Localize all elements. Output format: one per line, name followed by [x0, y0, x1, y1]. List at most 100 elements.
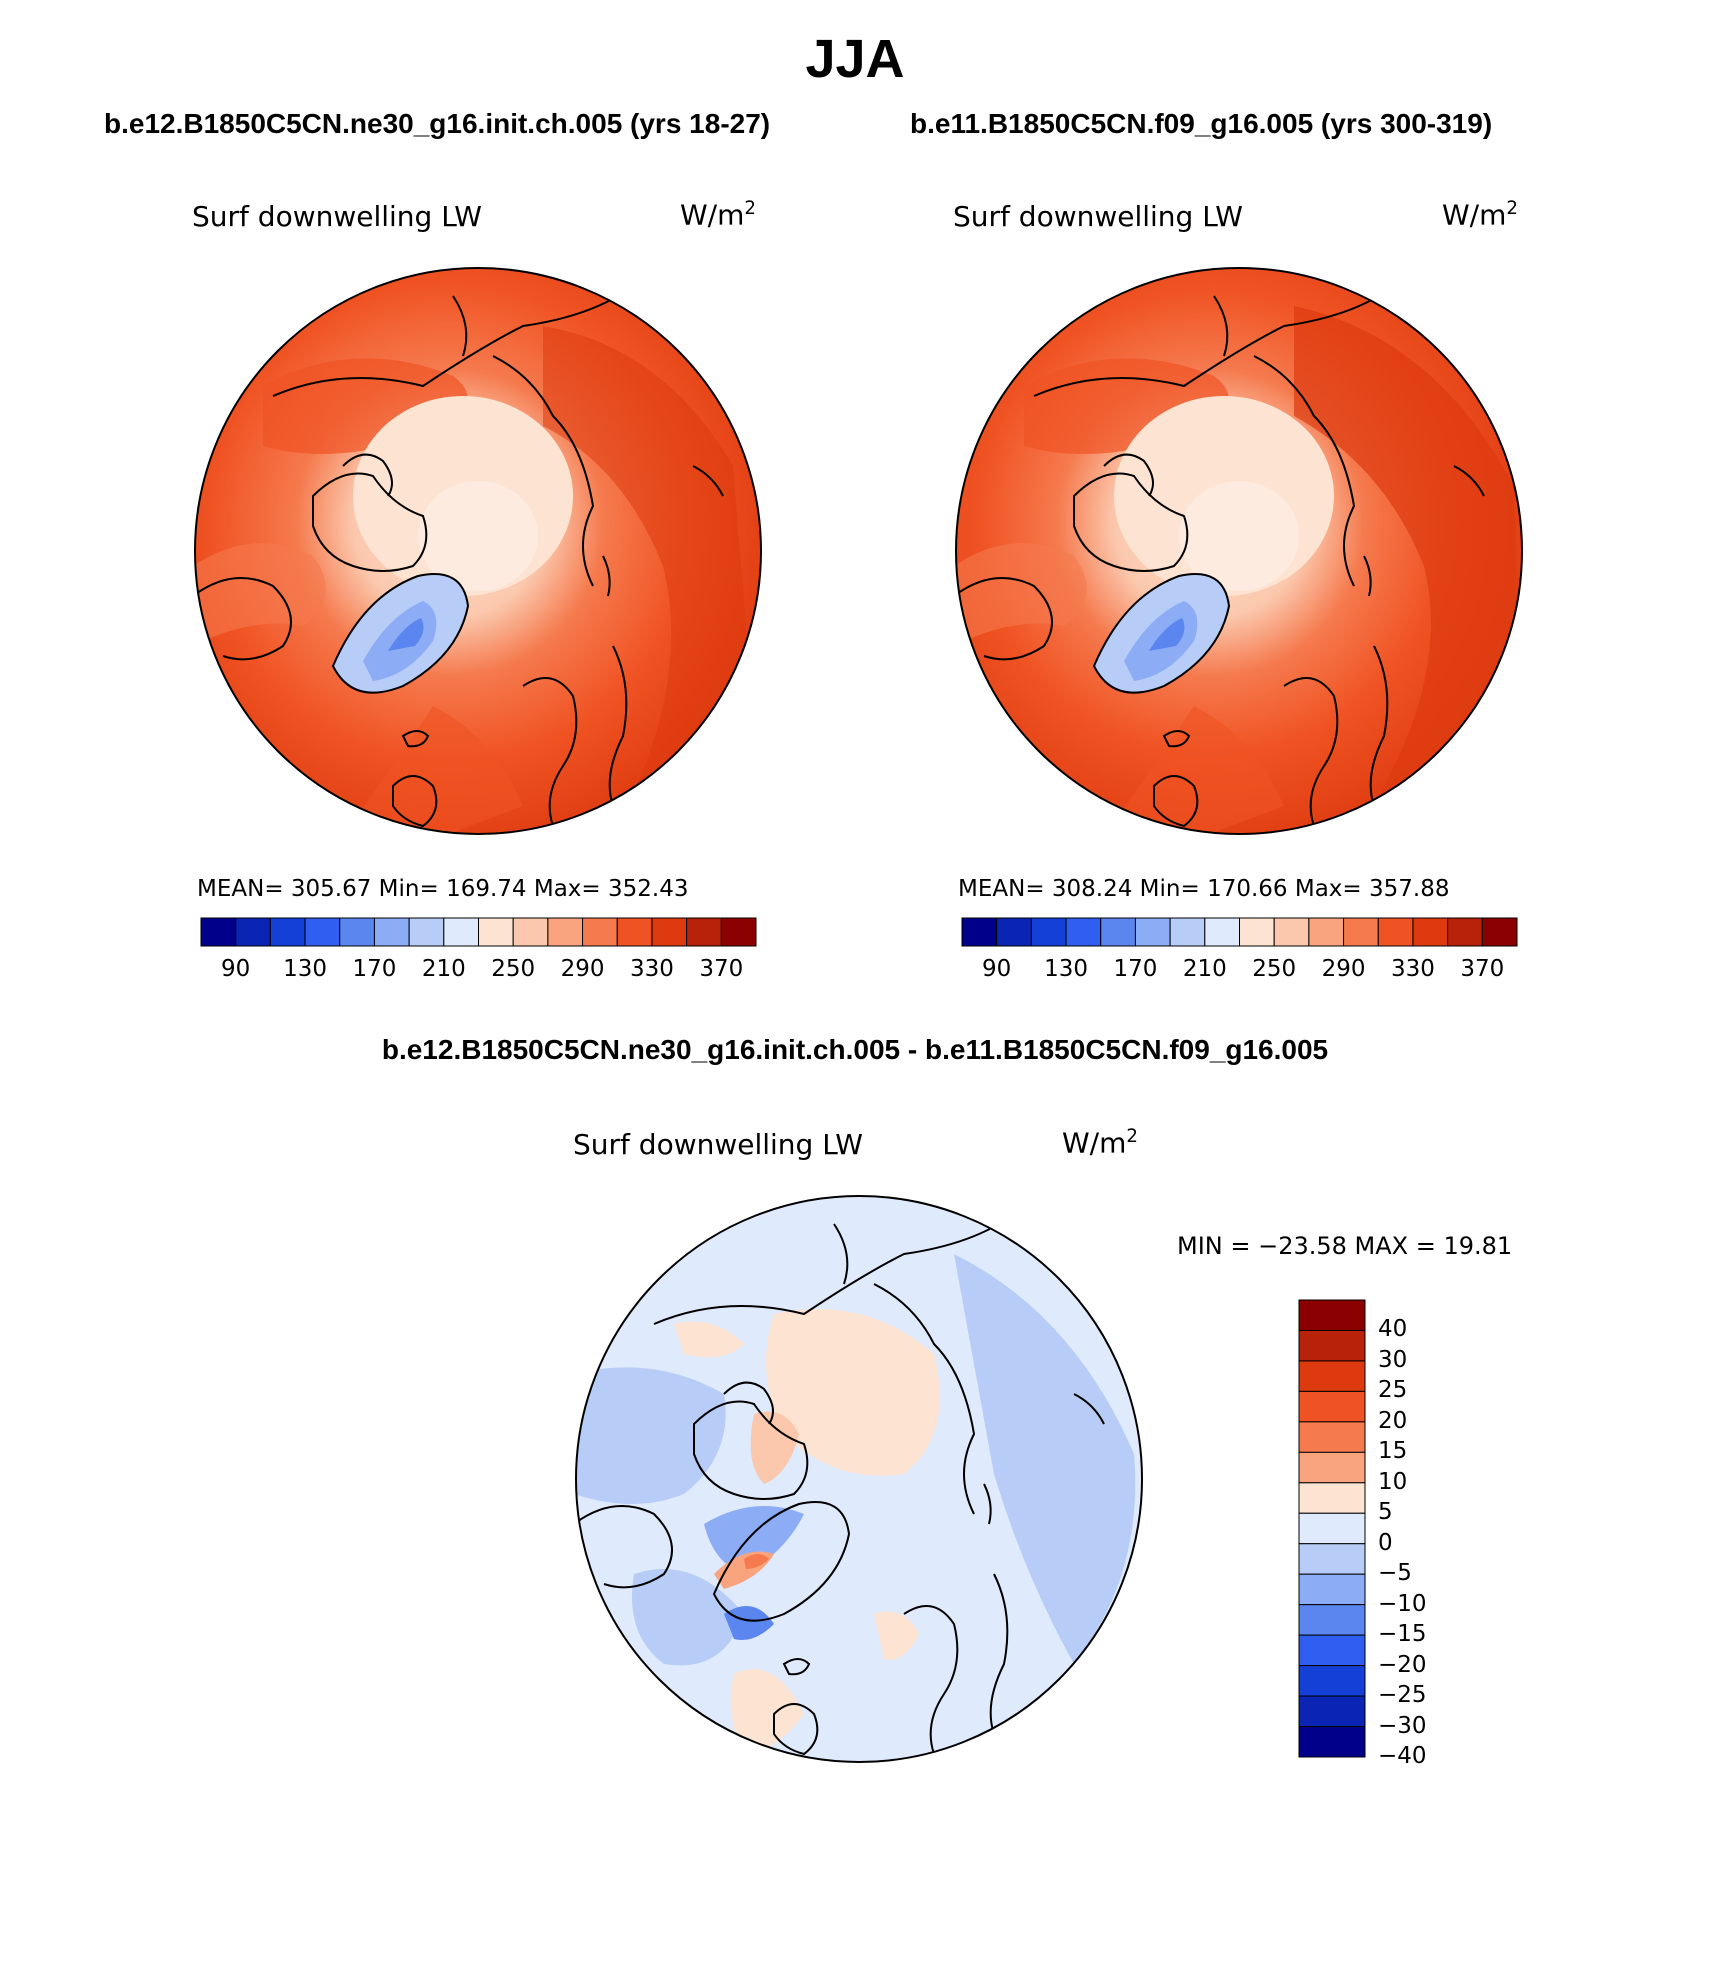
panel-2-colorbar-box [1204, 917, 1240, 947]
panel-1-colorbar-box [686, 917, 722, 947]
panel-2-colorbar-tick-label: 90 [982, 956, 1012, 982]
panel-2-colorbar-box [1100, 917, 1136, 947]
diff-colorbar-tick-label: 5 [1378, 1499, 1393, 1526]
panel-1-colorbar-box [512, 917, 549, 947]
panel-2-colorbar-box [1308, 917, 1345, 947]
panel-2-colorbar-box [1169, 917, 1206, 947]
diff-variable-label: Surf downwelling LW [573, 1128, 863, 1161]
panel-1-colorbar-box [616, 917, 653, 947]
panel-2-colorbar-box [1273, 917, 1310, 947]
panel-2-stats: MEAN= 308.24 Min= 170.66 Max= 357.88 [958, 876, 1450, 902]
diff-colorbar-box [1298, 1695, 1366, 1728]
difference-title: b.e12.B1850C5CN.ne30_g16.init.ch.005 - b… [381, 1034, 1329, 1065]
panel-2-colorbar-box [1481, 917, 1518, 947]
panel-1-colorbar [200, 917, 757, 947]
panel-1-colorbar-tick-label: 290 [560, 956, 605, 982]
panel-1-colorbar-tick-label: 370 [699, 956, 744, 982]
panel-1-colorbar-box [478, 917, 514, 947]
panel-2-colorbar-tick-label: 370 [1460, 956, 1505, 982]
panel-1-colorbar-box [651, 917, 688, 947]
diff-colorbar-tick-label: 20 [1378, 1407, 1408, 1434]
panel-1-colorbar-box [720, 917, 757, 947]
panel-2-colorbar-ticks: 90 130 170 210 250 290 330 370 [962, 956, 1517, 986]
panel-1-colorbar-box [373, 917, 410, 947]
diff-colorbar-tick-label: −30 [1378, 1712, 1427, 1739]
panel-1-colorbar-box [408, 917, 445, 947]
panel-1-colorbar-tick-label: 90 [221, 956, 251, 982]
diff-colorbar-tick-label: 40 [1378, 1316, 1408, 1343]
panel-2-colorbar-tick-label: 250 [1252, 956, 1297, 982]
panel-1-colorbar-box [582, 917, 618, 947]
panel-1-colorbar-box [547, 917, 584, 947]
diff-colorbar-tick-label: 0 [1378, 1529, 1393, 1556]
panel-2-colorbar-box [1412, 917, 1449, 947]
diff-colorbar [1298, 1299, 1366, 1758]
panel-2-colorbar-box [1239, 917, 1275, 947]
diff-colorbar-box [1298, 1543, 1366, 1575]
panel-2-colorbar-tick-label: 290 [1321, 956, 1366, 982]
panel-1-variable-label: Surf downwelling LW [192, 200, 482, 233]
diff-colorbar-box [1298, 1299, 1366, 1331]
panel-2-colorbar-box [1447, 917, 1483, 947]
diff-colorbar-box [1298, 1573, 1366, 1606]
main-title: JJA [805, 29, 905, 89]
panel-2-colorbar-tick-label: 130 [1044, 956, 1089, 982]
diff-colorbar-box [1298, 1421, 1366, 1453]
panel-2-colorbar-box [1377, 917, 1414, 947]
diff-colorbar-box [1298, 1726, 1366, 1758]
panel-1-colorbar-tick-label: 170 [352, 956, 397, 982]
diff-colorbar-box [1298, 1512, 1366, 1545]
diff-colorbar-box [1298, 1390, 1366, 1423]
diff-colorbar-box [1298, 1604, 1366, 1636]
diff-colorbar-box [1298, 1329, 1366, 1362]
diff-colorbar-box [1298, 1482, 1366, 1514]
diff-min-max: MIN = −23.58 MAX = 19.81 [1177, 1232, 1513, 1260]
diff-colorbar-tick-label: 10 [1378, 1468, 1408, 1495]
panel-1-case-title: b.e12.B1850C5CN.ne30_g16.init.ch.005 (yr… [104, 108, 771, 139]
diff-units-label: W/m2 [1062, 1126, 1138, 1160]
diff-colorbar-box [1298, 1634, 1366, 1667]
panel-2-colorbar-box [996, 917, 1032, 947]
diff-colorbar-tick-label: −5 [1378, 1560, 1412, 1587]
panel-2-colorbar-box [1065, 917, 1102, 947]
panel-2-variable-label: Surf downwelling LW [953, 200, 1243, 233]
panel-2-case-title: b.e11.B1850C5CN.f09_g16.005 (yrs 300-319… [910, 108, 1493, 139]
panel-2-colorbar-box [1343, 917, 1379, 947]
panel-1-colorbar-tick-label: 330 [629, 956, 674, 982]
diff-colorbar-tick-label: −20 [1378, 1651, 1427, 1678]
diff-colorbar-tick-label: 15 [1378, 1438, 1408, 1465]
panel-1-colorbar-box [200, 917, 237, 947]
diff-colorbar-tick-label: −15 [1378, 1621, 1427, 1648]
diff-colorbar-tick-label: −25 [1378, 1682, 1427, 1709]
panel-1-polar-map [194, 267, 762, 835]
panel-1-colorbar-box [235, 917, 271, 947]
panel-1-colorbar-box [443, 917, 479, 947]
panel-2-polar-map [955, 267, 1523, 835]
diff-colorbar-box [1298, 1451, 1366, 1484]
panel-1-colorbar-tick-label: 250 [491, 956, 536, 982]
panel-2-units-label: W/m2 [1442, 198, 1518, 232]
panel-1-stats: MEAN= 305.67 Min= 169.74 Max= 352.43 [197, 876, 689, 902]
panel-1-colorbar-tick-label: 130 [283, 956, 328, 982]
panel-2-colorbar-box [961, 917, 998, 947]
panel-2-colorbar-box [1030, 917, 1067, 947]
diff-polar-map [575, 1195, 1143, 1763]
diff-colorbar-tick-label: −10 [1378, 1590, 1427, 1617]
diff-colorbar-tick-label: 30 [1378, 1346, 1408, 1373]
panel-2-colorbar-tick-label: 210 [1182, 956, 1227, 982]
panel-2-colorbar-tick-label: 330 [1390, 956, 1435, 982]
panel-1-colorbar-box [269, 917, 306, 947]
diff-colorbar-box [1298, 1665, 1366, 1697]
diff-colorbar-box [1298, 1360, 1366, 1392]
panel-2-colorbar-tick-label: 170 [1113, 956, 1158, 982]
panel-1-colorbar-box [339, 917, 375, 947]
diff-colorbar-tick-label: −40 [1378, 1743, 1427, 1769]
panel-1-colorbar-ticks: 90 130 170 210 250 290 330 370 [201, 956, 756, 986]
panel-1-units-label: W/m2 [680, 198, 756, 232]
panel-1-colorbar-box [304, 917, 341, 947]
panel-1-colorbar-tick-label: 210 [421, 956, 466, 982]
diff-colorbar-ticks: 40 30 25 20 15 10 5 0 −5 −10 −15 −20 −25 −30 −40 [1378, 1300, 1498, 1769]
panel-2-colorbar-box [1134, 917, 1171, 947]
diff-colorbar-tick-label: 25 [1378, 1377, 1408, 1404]
panel-2-colorbar [961, 917, 1518, 947]
